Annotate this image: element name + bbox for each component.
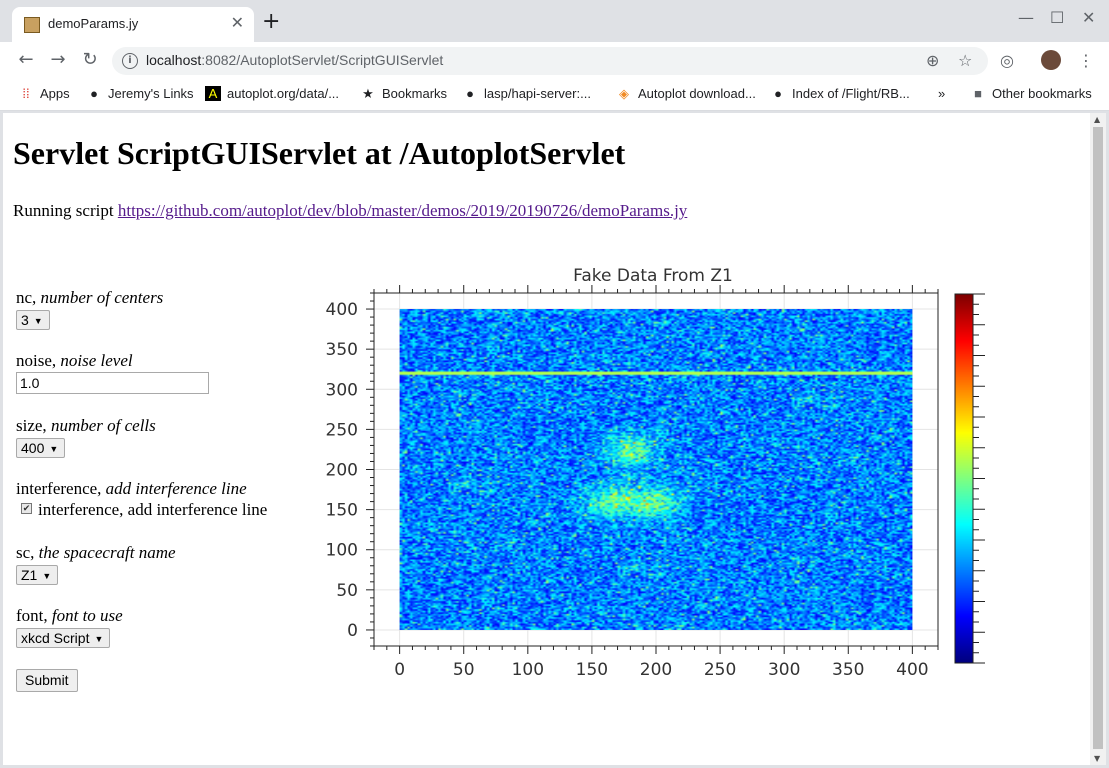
y-tick-label: 400 [326, 300, 358, 320]
site-info-icon[interactable]: i [122, 53, 138, 69]
y-tick-label: 200 [326, 461, 358, 481]
x-tick-label: 150 [576, 660, 608, 678]
autoplot-icon: A [205, 86, 221, 101]
more-bookmarks-icon[interactable]: » [938, 86, 946, 101]
y-tick-label: 100 [326, 541, 358, 561]
param-font-label: font, font to use [16, 606, 123, 625]
scroll-up-icon[interactable]: ▲ [1094, 115, 1101, 124]
diamond-icon: ◈ [619, 86, 629, 101]
close-tab-icon[interactable]: ✕ [230, 13, 244, 32]
chart-title: Fake Data From Z1 [573, 266, 733, 286]
avatar[interactable] [1041, 50, 1061, 70]
url-text: localhost:8082/AutoplotServlet/ScriptGUI… [146, 52, 444, 68]
scrollbar-thumb[interactable] [1093, 127, 1103, 749]
github-icon: ● [466, 86, 474, 101]
y-tick-label: 250 [326, 420, 358, 440]
tab-strip: demoParams.jy ✕ + — ☐ ✕ [0, 0, 1109, 42]
new-tab-icon[interactable]: + [262, 9, 281, 34]
y-tick-label: 0 [347, 621, 358, 641]
menu-icon[interactable]: ⋮ [1078, 51, 1094, 70]
minimize-icon[interactable]: — [1018, 8, 1034, 27]
y-tick-label: 50 [336, 581, 358, 601]
dropdown-arrow-icon: ▼ [49, 444, 59, 454]
dropdown-arrow-icon: ▼ [42, 571, 52, 581]
forward-icon[interactable]: → [50, 49, 66, 70]
page-content: Servlet ScriptGUIServlet at /AutoplotSer… [3, 113, 1090, 765]
interference-checkbox[interactable]: ✔ [21, 503, 32, 514]
star-icon: ★ [362, 86, 374, 101]
x-tick-label: 200 [640, 660, 672, 678]
x-tick-label: 100 [512, 660, 544, 678]
tab-title: demoParams.jy [48, 16, 139, 31]
param-noise-label: noise, noise level [16, 351, 133, 370]
x-tick-label: 0 [394, 660, 405, 678]
bookmark-apps[interactable]: ⁞⁞ Apps [18, 86, 69, 101]
heatmap-image [399, 309, 913, 630]
close-window-icon[interactable]: ✕ [1082, 8, 1096, 27]
bookmark-autoplot-download[interactable]: ◈ Autoplot download... [616, 86, 756, 102]
spectrogram-plot: Fake Data From Z1 0 50 100 150 200 250 300 350 4… [326, 266, 985, 678]
apps-grid-icon: ⁞⁞ [22, 86, 30, 101]
x-tick-label: 250 [704, 660, 736, 678]
address-bar[interactable]: i localhost:8082/AutoplotServlet/ScriptG… [112, 47, 988, 75]
bookmark-star-icon[interactable]: ☆ [958, 51, 973, 70]
globe-icon: ● [90, 86, 98, 101]
globe-icon: ● [774, 86, 782, 101]
page-favicon-icon [24, 17, 40, 33]
zoom-icon[interactable]: ⊕ [926, 51, 940, 70]
x-tick-label: 350 [832, 660, 864, 678]
bookmark-hapi-server[interactable]: ● lasp/hapi-server:... [462, 86, 591, 101]
y-tick-label: 350 [326, 340, 358, 360]
submit-button[interactable]: Submit [16, 669, 78, 692]
font-select[interactable]: xkcd Script ▼ [16, 628, 111, 648]
script-link[interactable]: https://github.com/autoplot/dev/blob/mas… [117, 201, 688, 220]
folder-icon: ■ [974, 86, 982, 101]
param-sc-label: sc, the spacecraft name [16, 543, 176, 562]
scroll-down-icon[interactable]: ▼ [1094, 754, 1101, 763]
back-icon[interactable]: ← [18, 49, 34, 70]
browser-toolbar: ← → ↻ i localhost:8082/AutoplotServlet/S… [0, 42, 1109, 80]
running-script-line: Running script https://github.com/autopl… [13, 201, 688, 220]
y-tick-label: 150 [326, 501, 358, 521]
dropdown-arrow-icon: ▼ [94, 634, 104, 644]
x-tick-label: 300 [768, 660, 800, 678]
y-tick-label: 300 [326, 380, 358, 400]
tab-active[interactable]: demoParams.jy ✕ [12, 7, 254, 42]
bookmark-bookmarks[interactable]: ★ Bookmarks [360, 86, 447, 102]
param-size-label: size, number of cells [16, 416, 156, 435]
nc-select[interactable]: 3 ▼ [16, 310, 50, 330]
vertical-scrollbar[interactable]: ▲ ▼ [1090, 113, 1106, 765]
dropdown-arrow-icon: ▼ [33, 316, 43, 326]
param-interference-label: interference, add interference line [16, 479, 247, 498]
reload-icon[interactable]: ↻ [82, 49, 98, 70]
sc-select[interactable]: Z1 ▼ [16, 565, 59, 585]
x-tick-label: 400 [896, 660, 928, 678]
param-nc-label: nc, number of centers [16, 288, 164, 307]
interference-checkbox-label[interactable]: interference, add interference line [38, 500, 268, 519]
colorbar [955, 294, 973, 663]
noise-input[interactable] [16, 372, 209, 394]
bookmark-index-flight[interactable]: ● Index of /Flight/RB... [770, 86, 910, 101]
page-title: Servlet ScriptGUIServlet at /AutoplotSer… [13, 135, 626, 171]
size-select[interactable]: 400 ▼ [16, 438, 66, 458]
maximize-icon[interactable]: ☐ [1050, 8, 1065, 27]
bookmark-other[interactable]: ■ Other bookmarks [970, 86, 1092, 101]
x-tick-label: 50 [453, 660, 475, 678]
extension-icon[interactable]: ◎ [1000, 51, 1014, 70]
bookmark-jeremys-links[interactable]: ● Jeremy's Links [86, 86, 194, 101]
